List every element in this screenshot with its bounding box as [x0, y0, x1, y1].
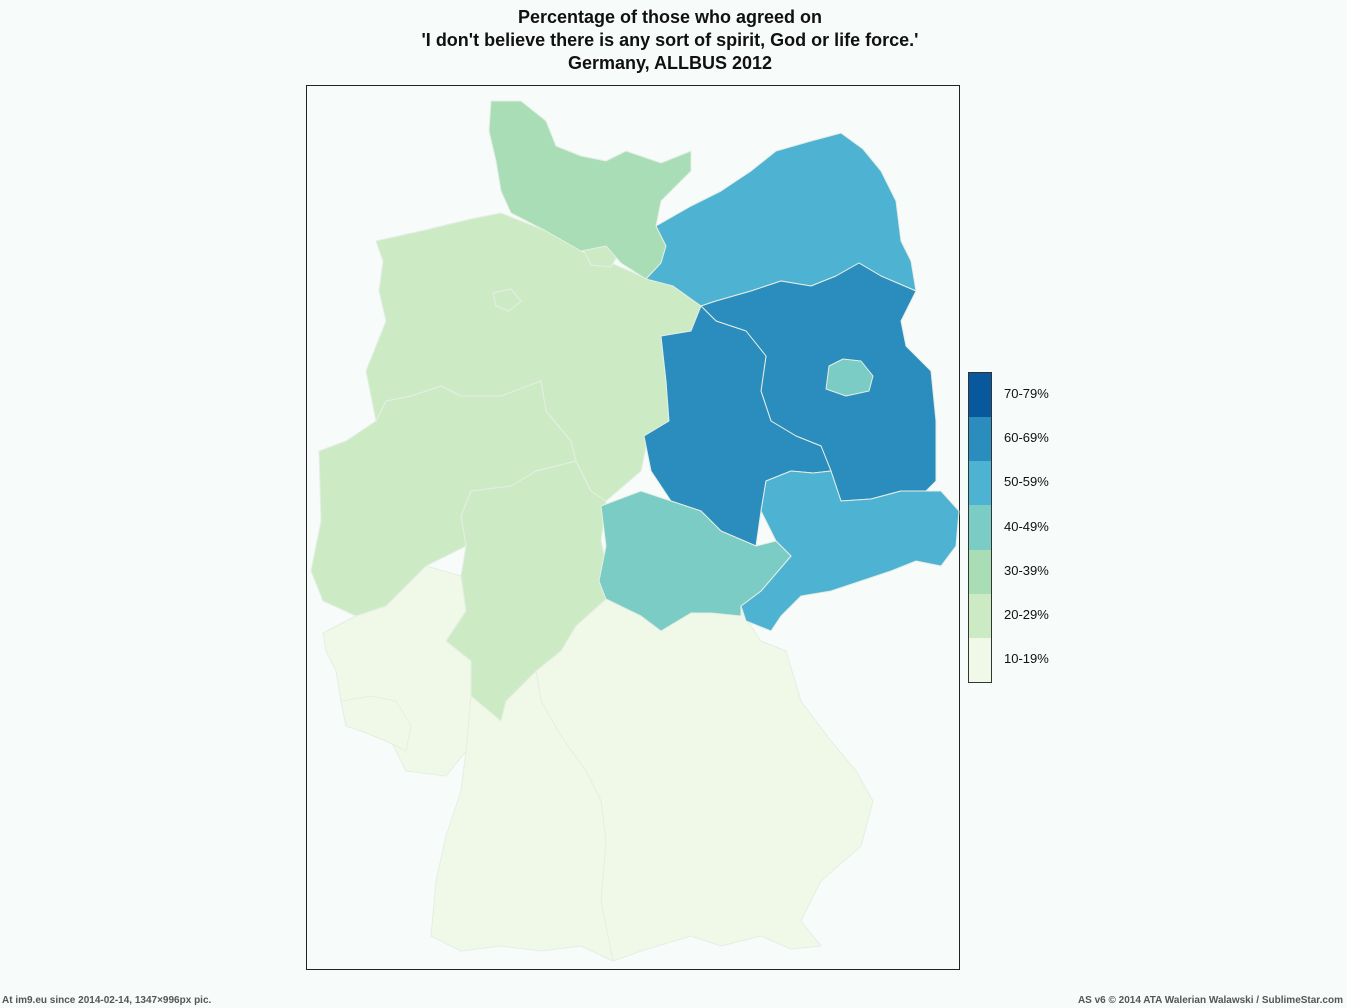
- title-line-1: Percentage of those who agreed on: [517, 7, 823, 27]
- legend-swatch: [969, 549, 991, 594]
- region-baden-wuerttemberg: [430, 670, 614, 962]
- region-berlin: [825, 358, 874, 397]
- legend-label: 70-79%: [1004, 386, 1049, 402]
- legend-swatch: [969, 593, 991, 638]
- map-title: Percentage of those who agreed on 'I don…: [306, 6, 1034, 75]
- legend-label: 20-29%: [1004, 606, 1049, 622]
- region-saxony: [740, 470, 960, 632]
- map-panel: [306, 85, 960, 970]
- legend-label: 10-19%: [1004, 650, 1049, 666]
- legend-label: 60-69%: [1004, 430, 1049, 446]
- legend-swatch: [969, 417, 991, 462]
- title-line-2: 'I don't believe there is any sort of sp…: [421, 30, 919, 50]
- legend-swatch: [969, 505, 991, 550]
- legend-label: 40-49%: [1004, 518, 1049, 534]
- legend-label: 30-39%: [1004, 562, 1049, 578]
- title-line-3: Germany, ALLBUS 2012: [567, 53, 773, 73]
- map-legend: [968, 372, 992, 683]
- germany-map: [310, 100, 960, 962]
- legend-label: 50-59%: [1004, 474, 1049, 490]
- footer-source: At im9.eu since 2014-02-14, 1347×996px p…: [2, 995, 212, 1006]
- region-saarland: [340, 695, 412, 752]
- region-bremen: [492, 288, 522, 312]
- legend-swatch: [969, 637, 991, 682]
- footer-credit: AS v6 © 2014 ATA Walerian Walawski / Sub…: [1077, 995, 1343, 1006]
- legend-swatch: [969, 373, 991, 418]
- region-thuringia: [598, 490, 792, 632]
- legend-swatch: [969, 461, 991, 506]
